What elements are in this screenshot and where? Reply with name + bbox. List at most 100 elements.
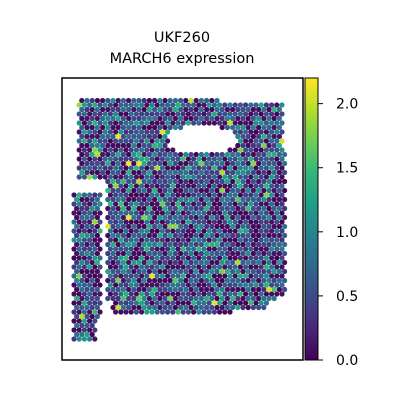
spot bbox=[276, 160, 282, 167]
spot bbox=[245, 259, 251, 266]
spot bbox=[89, 277, 95, 284]
spot bbox=[133, 147, 139, 153]
spot bbox=[89, 151, 95, 158]
spot bbox=[170, 246, 176, 252]
spot bbox=[230, 232, 236, 239]
spot bbox=[120, 151, 126, 158]
spot bbox=[159, 192, 165, 198]
spot bbox=[282, 169, 288, 176]
spot bbox=[276, 232, 282, 239]
spot bbox=[209, 295, 215, 302]
spot bbox=[146, 142, 152, 149]
spot bbox=[204, 196, 210, 203]
spot bbox=[250, 115, 256, 122]
spot bbox=[198, 232, 204, 239]
spot bbox=[79, 151, 85, 158]
spot bbox=[87, 246, 93, 252]
spot bbox=[76, 309, 82, 315]
spot bbox=[237, 300, 243, 306]
spot bbox=[276, 196, 282, 203]
spot bbox=[144, 273, 150, 279]
spot bbox=[230, 151, 236, 158]
spot bbox=[157, 115, 163, 122]
spot bbox=[165, 165, 171, 171]
spot bbox=[170, 237, 176, 243]
spot bbox=[245, 142, 251, 149]
spot bbox=[159, 255, 165, 261]
spot bbox=[105, 268, 111, 275]
spot bbox=[128, 138, 134, 144]
spot bbox=[97, 282, 103, 288]
spot bbox=[131, 241, 137, 248]
spot bbox=[245, 223, 251, 230]
spot bbox=[113, 120, 119, 126]
spot bbox=[183, 178, 189, 185]
spot bbox=[258, 228, 264, 234]
spot bbox=[201, 210, 207, 216]
spot bbox=[201, 201, 207, 207]
spot bbox=[136, 268, 142, 275]
spot bbox=[110, 286, 116, 293]
spot bbox=[162, 133, 168, 140]
spot bbox=[266, 268, 272, 275]
spot bbox=[188, 232, 194, 239]
spot bbox=[263, 273, 269, 279]
spot bbox=[110, 142, 116, 149]
spot bbox=[243, 201, 249, 207]
spot bbox=[107, 255, 113, 261]
spot bbox=[144, 174, 150, 180]
spot bbox=[118, 246, 124, 252]
spot bbox=[71, 201, 77, 207]
spot bbox=[118, 138, 124, 144]
spot bbox=[113, 111, 119, 117]
spot bbox=[224, 259, 230, 266]
spot bbox=[162, 241, 168, 248]
spot bbox=[87, 264, 93, 270]
spot bbox=[170, 120, 176, 126]
spot bbox=[250, 124, 256, 131]
spot bbox=[240, 106, 246, 113]
spot bbox=[131, 223, 137, 230]
spot bbox=[198, 169, 204, 176]
spot bbox=[250, 151, 256, 158]
spot bbox=[92, 246, 98, 252]
spot bbox=[105, 286, 111, 293]
spot bbox=[279, 210, 285, 216]
spot bbox=[154, 147, 160, 153]
spot bbox=[81, 156, 87, 162]
spot bbox=[196, 282, 202, 288]
spot bbox=[240, 142, 246, 149]
spot bbox=[141, 196, 147, 203]
spot bbox=[256, 178, 262, 185]
spot bbox=[159, 165, 165, 171]
spot bbox=[94, 142, 100, 149]
spot bbox=[196, 102, 202, 108]
spot bbox=[167, 250, 173, 257]
spot bbox=[204, 277, 210, 284]
spot bbox=[139, 102, 145, 108]
spot bbox=[76, 264, 82, 270]
spot bbox=[274, 291, 280, 297]
spot bbox=[206, 228, 212, 234]
spot bbox=[180, 192, 186, 198]
spot bbox=[107, 111, 113, 117]
spot bbox=[110, 106, 116, 113]
spot bbox=[193, 187, 199, 194]
spot bbox=[224, 151, 230, 158]
spot bbox=[279, 228, 285, 234]
spot bbox=[110, 295, 116, 302]
spot bbox=[87, 165, 93, 171]
spot bbox=[159, 282, 165, 288]
spot bbox=[222, 156, 228, 162]
spot bbox=[230, 160, 236, 167]
spot bbox=[248, 264, 254, 270]
spot bbox=[243, 210, 249, 216]
spot bbox=[128, 165, 134, 171]
spot bbox=[180, 219, 186, 225]
spot bbox=[97, 210, 103, 216]
spot bbox=[149, 102, 155, 108]
spot bbox=[188, 250, 194, 257]
spot bbox=[250, 106, 256, 113]
spot bbox=[230, 205, 236, 212]
spot bbox=[276, 115, 282, 122]
